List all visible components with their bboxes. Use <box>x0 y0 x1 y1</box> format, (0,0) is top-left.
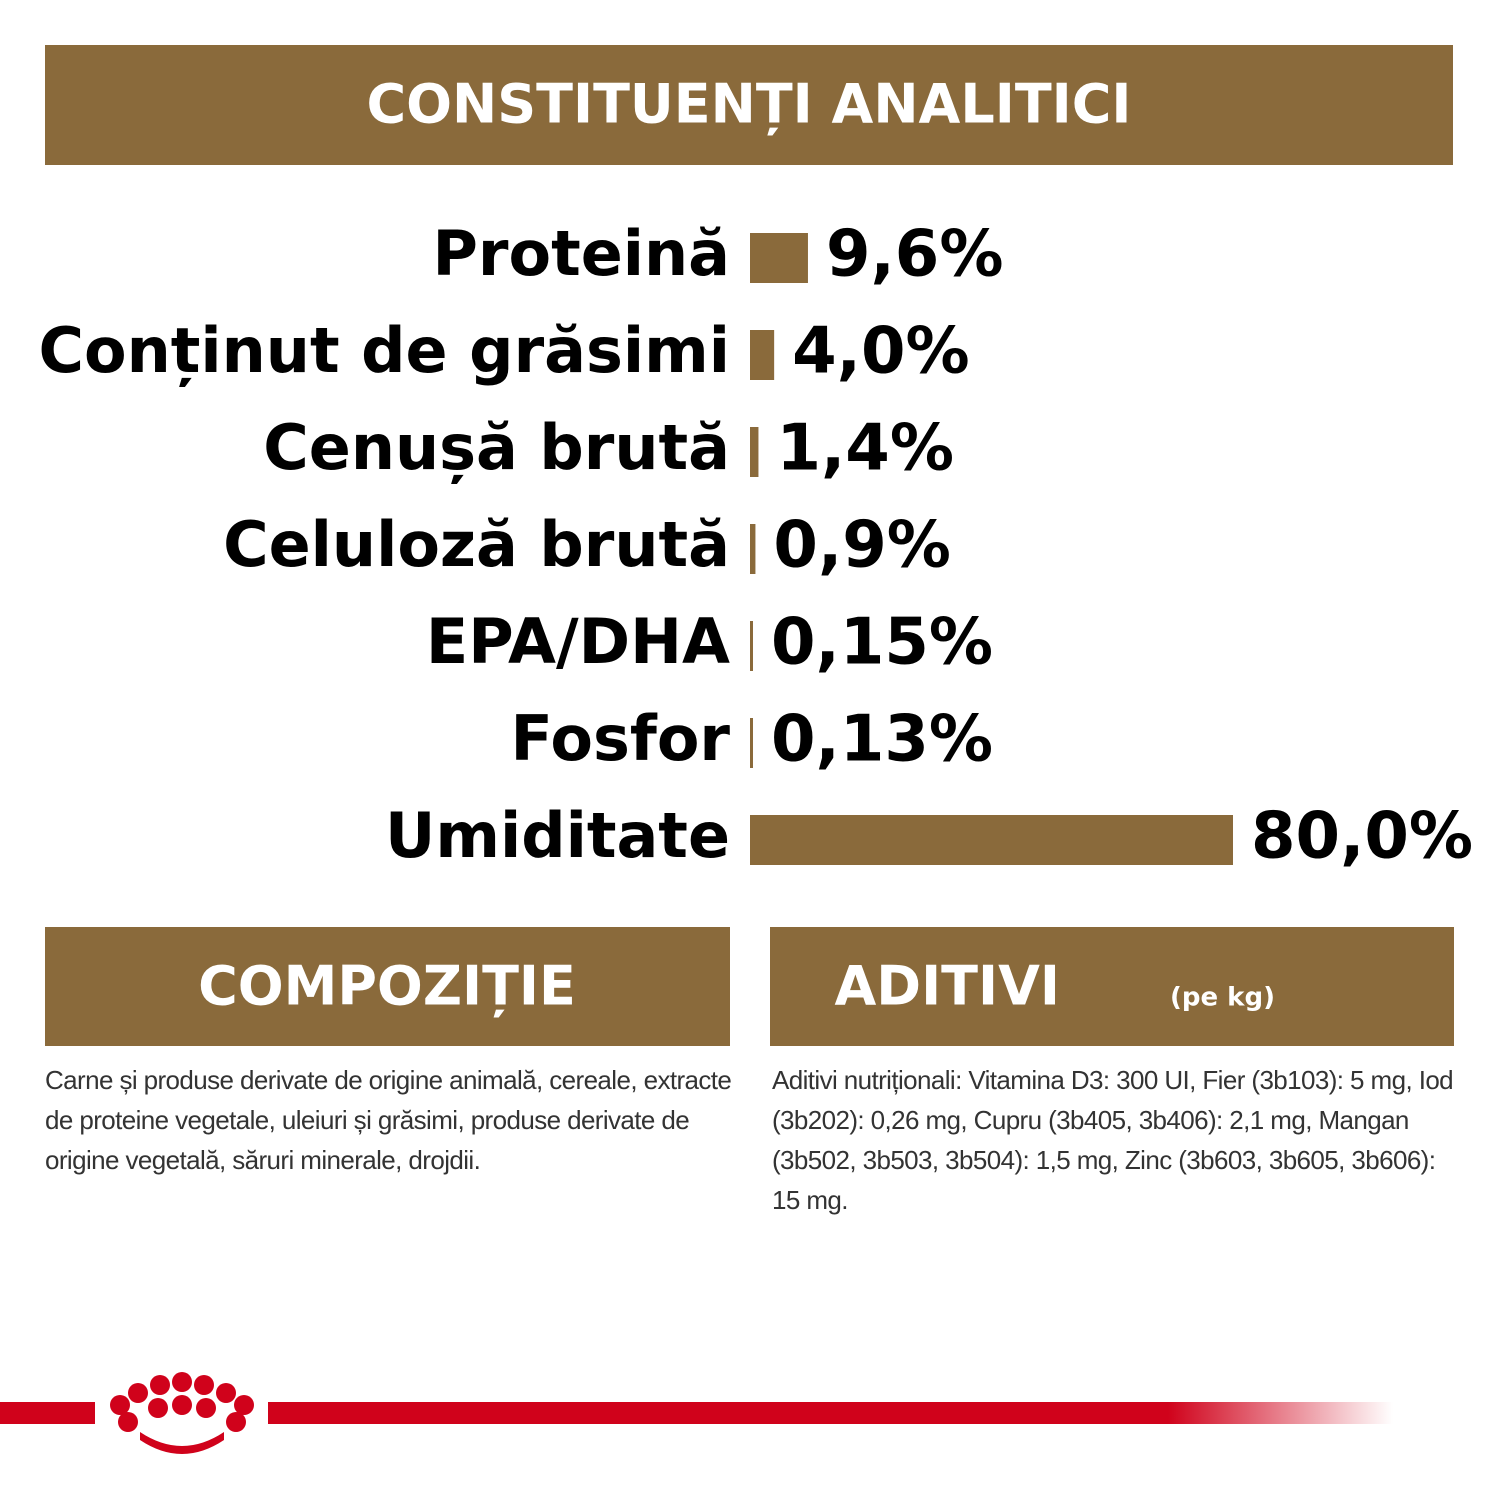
bar <box>750 621 753 671</box>
value-label: 0,9% <box>773 509 951 583</box>
category-label: EPA/DHA <box>426 605 730 678</box>
category-label: Celuloză brută <box>223 508 730 581</box>
additives-banner <box>770 927 1454 1046</box>
category-label: Conținut de grăsimi <box>39 314 730 387</box>
crown-logo <box>110 1372 254 1454</box>
title-banner <box>45 45 1453 165</box>
bar <box>750 524 756 574</box>
bar <box>750 330 775 380</box>
value-label: 80,0% <box>1251 800 1473 874</box>
additives-title: ADITIVI <box>834 955 1060 1018</box>
category-label: Proteină <box>432 217 730 290</box>
bar <box>750 718 753 768</box>
additives-text: Aditivi nutriționali: Vitamina D3: 300 U… <box>772 1065 1454 1215</box>
composition-title: COMPOZIȚIE <box>198 955 576 1018</box>
additives-unit: (pe kg) <box>1170 983 1275 1013</box>
composition-banner <box>45 927 730 1046</box>
composition-text: Carne și produse derivate de origine ani… <box>45 1065 732 1175</box>
category-label: Fosfor <box>511 702 731 775</box>
value-label: 1,4% <box>776 412 954 486</box>
category-label: Cenușă brută <box>263 411 730 484</box>
value-label: 0,13% <box>771 703 993 777</box>
bar <box>750 427 759 477</box>
brand-stripe <box>0 1372 1393 1454</box>
category-label: Umiditate <box>385 799 730 872</box>
chart-title: CONSTITUENȚI ANALITICI <box>367 73 1132 136</box>
bar <box>750 233 808 283</box>
bar <box>750 815 1233 865</box>
stripe-left <box>0 1402 95 1424</box>
value-label: 0,15% <box>771 606 993 680</box>
value-label: 4,0% <box>792 315 970 389</box>
stripe-right <box>268 1402 1393 1424</box>
value-label: 9,6% <box>826 218 1004 292</box>
